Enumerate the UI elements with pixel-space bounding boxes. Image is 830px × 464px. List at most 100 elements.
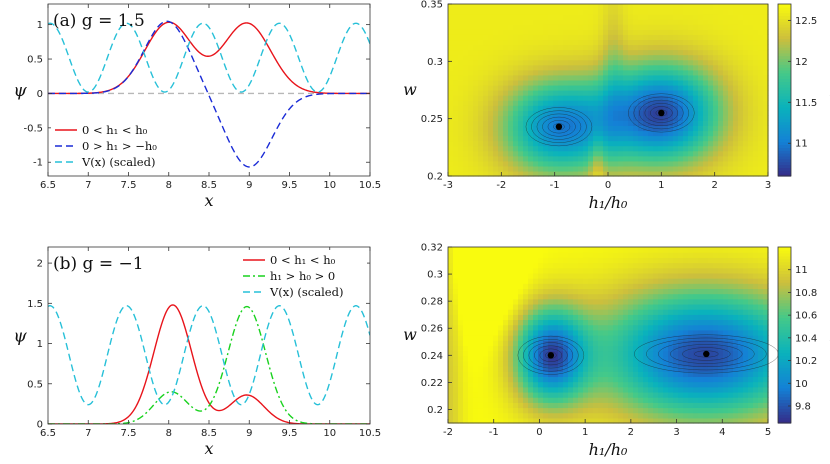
- heatmap-cell: [613, 69, 619, 76]
- heatmap-cell: [693, 155, 699, 162]
- heatmap-cell: [708, 262, 714, 269]
- heatmap-cell: [643, 140, 649, 147]
- heatmap-cell: [618, 165, 624, 172]
- heatmap-cell: [593, 105, 599, 111]
- heatmap-cell: [528, 381, 534, 388]
- heatmap-cell: [658, 267, 664, 274]
- heatmap-cell: [593, 24, 599, 30]
- heatmap-cell: [508, 90, 514, 96]
- heatmap-cell: [543, 252, 549, 258]
- heatmap-cell: [623, 272, 629, 279]
- heatmap-cell: [703, 29, 709, 35]
- heatmap-cell: [753, 29, 759, 35]
- heatmap-cell: [653, 155, 659, 162]
- heatmap-cell: [513, 49, 519, 56]
- heatmap-cell: [633, 14, 639, 20]
- heatmap-cell: [743, 34, 749, 41]
- heatmap-cell: [758, 340, 764, 346]
- heatmap-cell: [643, 54, 649, 61]
- heatmap-cell: [743, 298, 749, 305]
- heatmap-cell: [693, 165, 699, 172]
- heatmap-cell: [698, 412, 704, 419]
- heatmap-cell: [753, 170, 759, 177]
- heatmap-cell: [558, 135, 564, 142]
- colorbar-segment: [778, 144, 791, 148]
- heatmap-cell: [673, 381, 679, 388]
- heatmap-cell: [478, 155, 484, 162]
- heatmap-cell: [703, 412, 709, 419]
- heatmap-cell: [523, 407, 529, 414]
- heatmap-cell: [493, 95, 499, 101]
- heatmap-cell: [463, 105, 469, 111]
- heatmap-cell: [708, 19, 714, 25]
- heatmap-cell: [688, 252, 694, 258]
- heatmap-cell: [728, 272, 734, 279]
- heatmap-cell: [448, 252, 454, 258]
- heatmap-cell: [483, 84, 489, 91]
- heatmap-cell: [708, 84, 714, 91]
- heatmap-cell: [578, 95, 584, 101]
- heatmap-cell: [593, 95, 599, 101]
- heatmap-cell: [668, 59, 674, 66]
- heatmap-cell: [598, 324, 604, 331]
- heatmap-cell: [473, 252, 479, 258]
- heatmap-cell: [663, 160, 669, 167]
- heatmap-cell: [713, 329, 719, 336]
- heatmap-cell: [723, 64, 729, 71]
- heatmap-cell: [608, 140, 614, 147]
- heatmap-cell: [573, 135, 579, 142]
- heatmap-cell: [553, 90, 559, 96]
- heatmap-cell: [678, 402, 684, 409]
- heatmap-cell: [528, 340, 534, 346]
- heatmap-cell: [478, 44, 484, 51]
- heatmap-cell: [613, 160, 619, 167]
- heatmap-cell: [468, 34, 474, 41]
- heatmap-cell: [758, 49, 764, 56]
- heatmap-cell: [488, 170, 494, 177]
- heatmap-cell: [678, 19, 684, 25]
- heatmap-cell: [758, 335, 764, 341]
- heatmap-cell: [748, 267, 754, 274]
- heatmap-cell: [628, 9, 634, 15]
- colorbar-segment: [778, 72, 791, 77]
- heatmap-cell: [483, 130, 489, 137]
- heatmap-cell: [598, 145, 604, 152]
- heatmap-cell: [498, 278, 504, 284]
- series-group: [48, 20, 370, 168]
- heatmap-cell: [503, 262, 509, 269]
- heatmap-cell: [458, 267, 464, 274]
- heatmap-cell: [638, 407, 644, 414]
- heatmap-cell: [633, 125, 639, 132]
- colorbar-segment: [778, 147, 791, 151]
- heatmap-cell: [478, 355, 484, 362]
- heatmap-cell: [713, 376, 719, 383]
- x-tick-label: 0: [605, 180, 611, 191]
- heatmap-cell: [513, 150, 519, 157]
- x-tick-label: 9.5: [282, 428, 298, 439]
- heatmap-cell: [608, 303, 614, 310]
- heatmap-cell: [603, 160, 609, 167]
- heatmap-cell: [603, 24, 609, 30]
- heatmap-cell: [748, 160, 754, 167]
- heatmap-cell: [488, 64, 494, 71]
- heatmap-cell: [688, 54, 694, 61]
- heatmap-cell: [688, 267, 694, 274]
- heatmap-cell: [508, 100, 514, 106]
- heatmap-cell: [663, 84, 669, 91]
- heatmap-cell: [643, 329, 649, 336]
- heatmap-cell: [758, 90, 764, 96]
- heatmap-cell: [658, 4, 664, 10]
- heatmap-cell: [568, 381, 574, 388]
- heatmap-cell: [513, 100, 519, 106]
- heatmap-cell: [743, 49, 749, 56]
- heatmap-cell: [688, 329, 694, 336]
- heatmap-cell: [473, 298, 479, 305]
- heatmap-cell: [493, 49, 499, 56]
- y-tick-label: 1.5: [27, 299, 43, 310]
- heatmap-cell: [653, 9, 659, 15]
- heatmap-cell: [618, 386, 624, 393]
- heatmap-cell: [493, 140, 499, 147]
- heatmap-cell: [488, 115, 494, 121]
- heatmap-cell: [743, 29, 749, 35]
- heatmap-cell: [708, 69, 714, 76]
